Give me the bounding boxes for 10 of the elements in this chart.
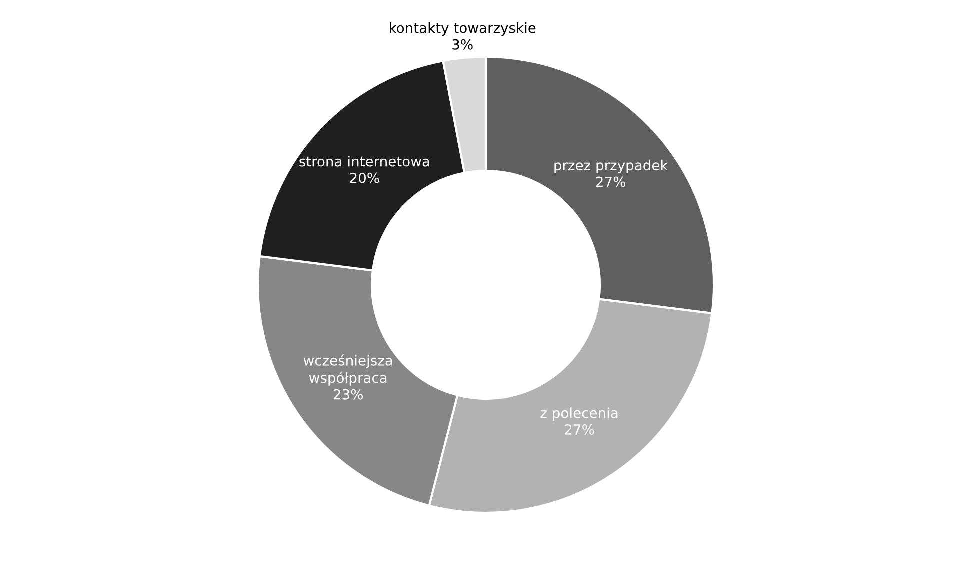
data-label: 27% (596, 176, 626, 188)
data-label: 27% (565, 424, 594, 435)
slice-label: z polecenia (540, 408, 618, 422)
slice-label: strona internetowa (300, 156, 430, 167)
data-label: 23% (334, 389, 364, 400)
slice-label: przez przypadek (554, 160, 668, 174)
slice-label: kontakty towarzyskie (390, 22, 536, 36)
data-label: 20% (350, 172, 380, 184)
slice-label: wcześniejsza współpraca (304, 354, 392, 386)
data-label: 3% (452, 39, 473, 50)
